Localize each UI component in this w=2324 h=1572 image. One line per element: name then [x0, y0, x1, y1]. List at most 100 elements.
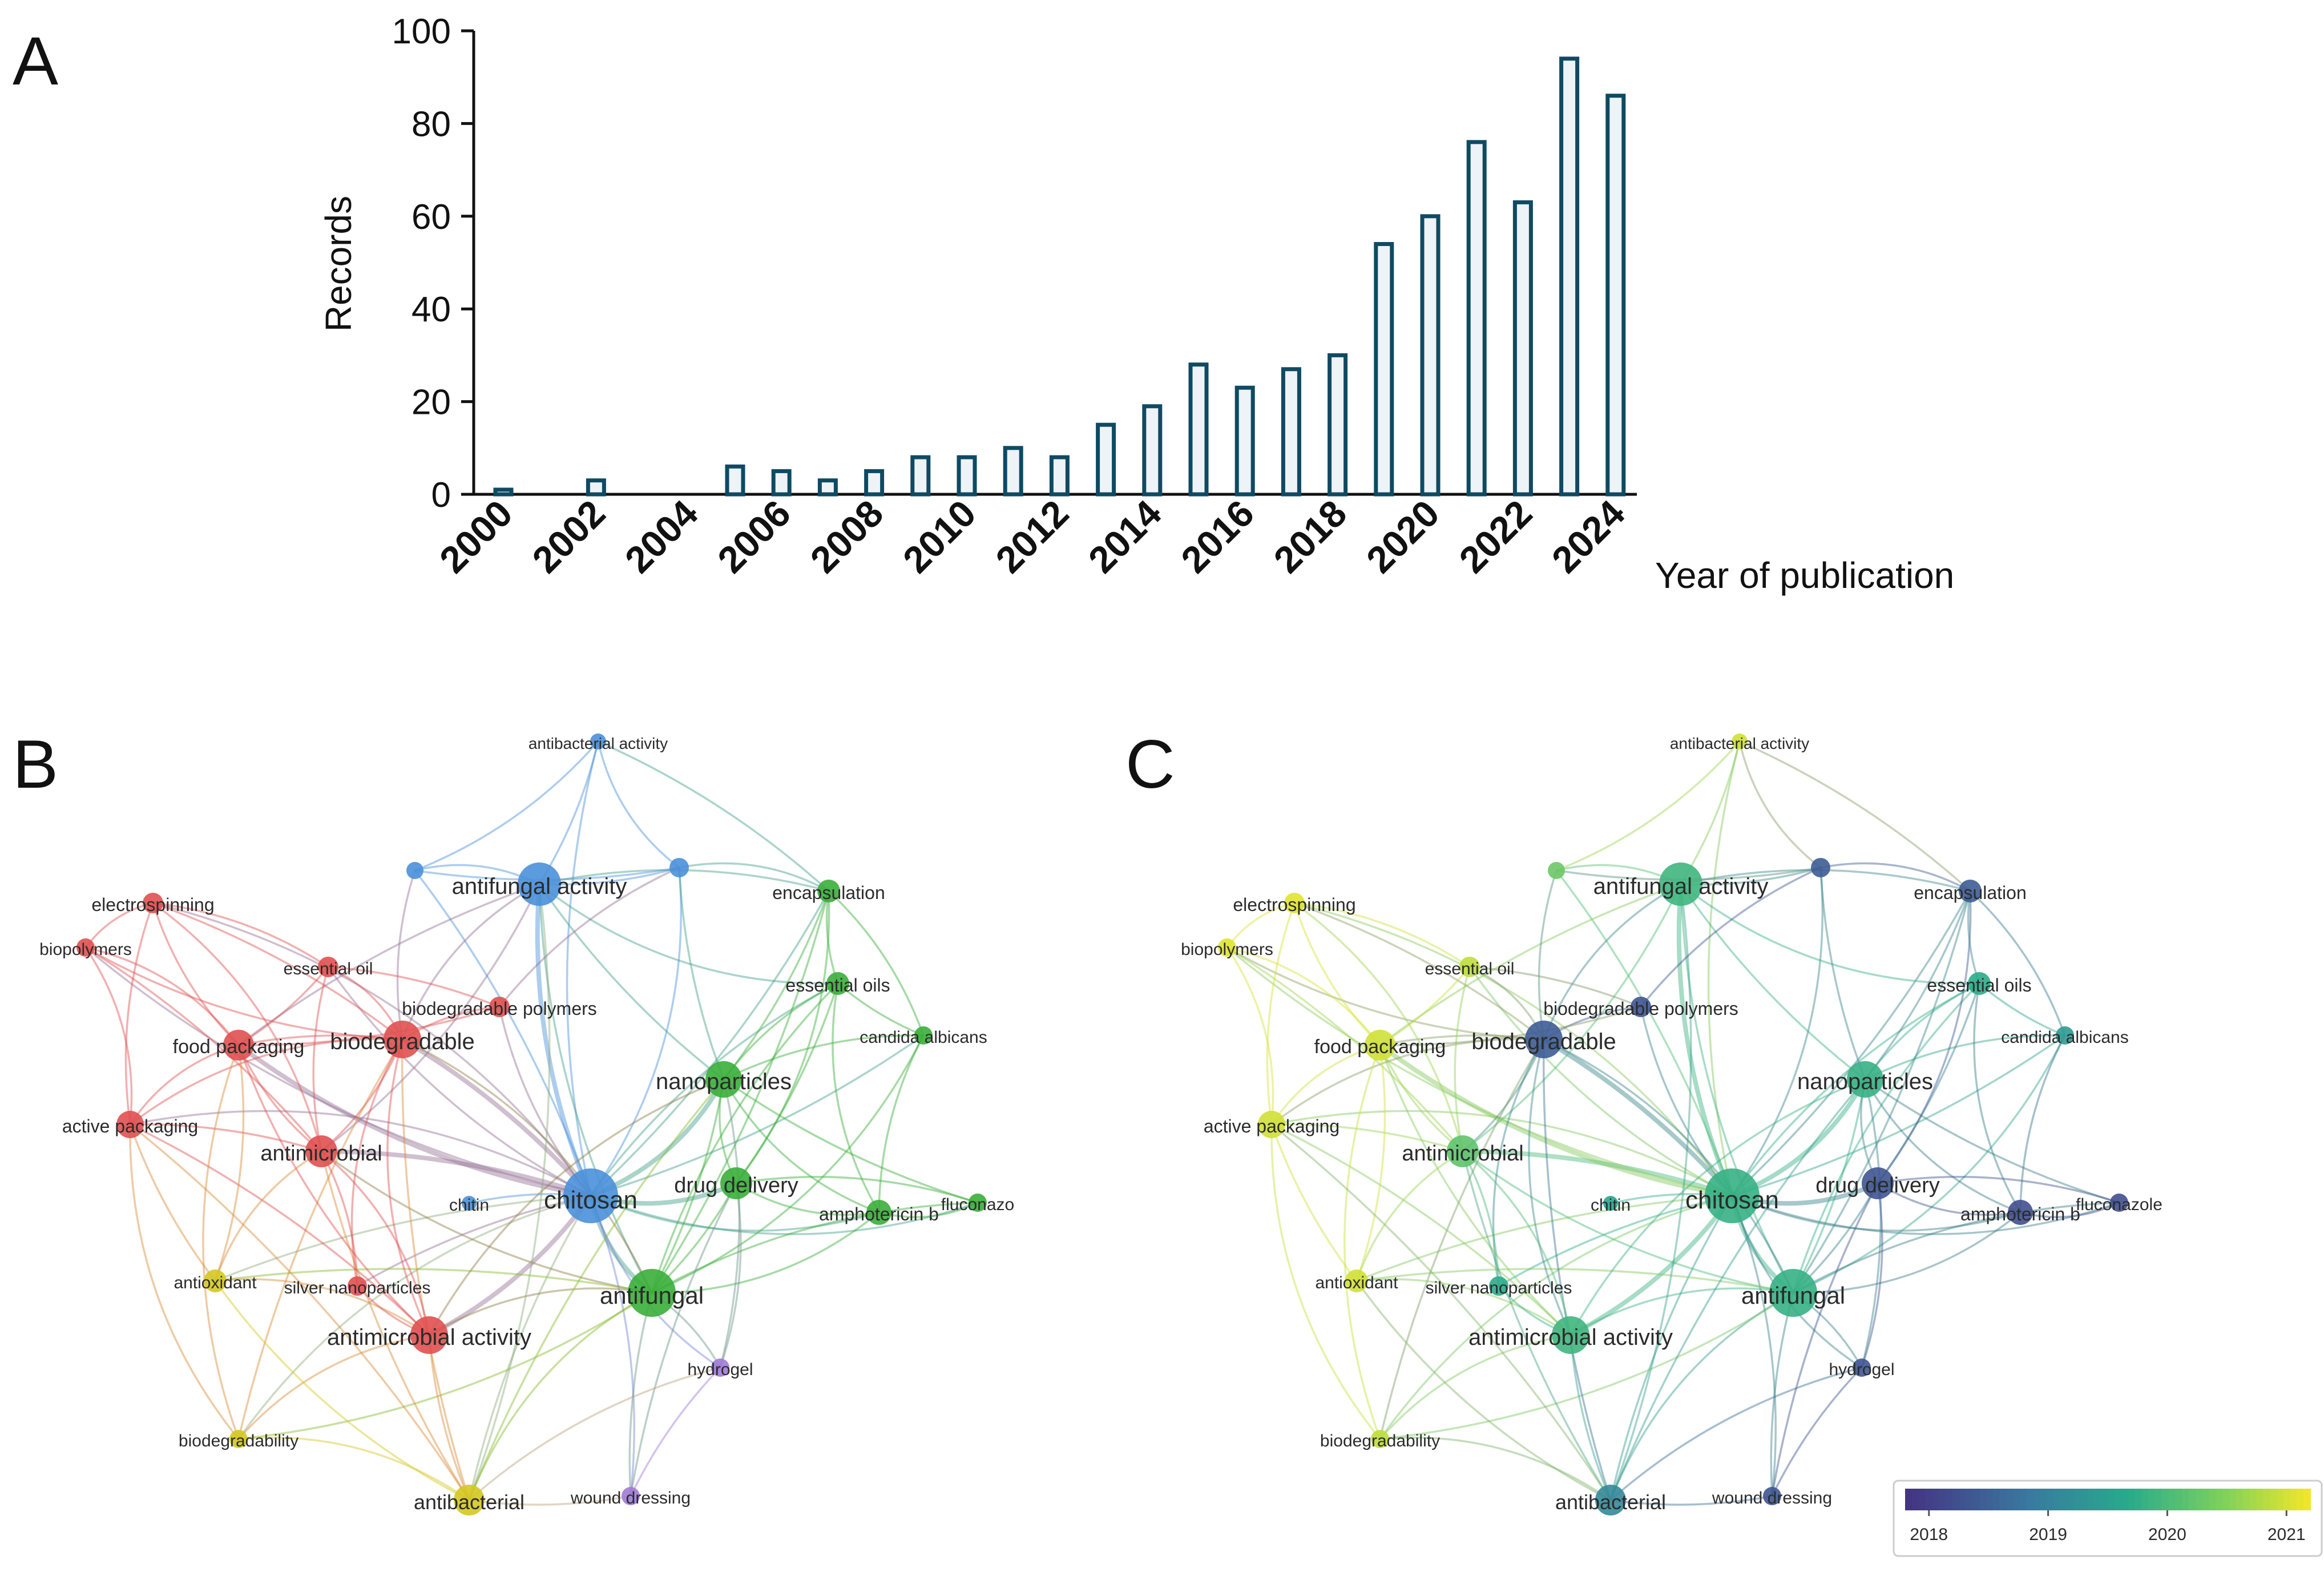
node-label: chitin	[449, 1196, 489, 1215]
node-label: antibacterial activity	[1670, 735, 1809, 752]
node-label: encapsulation	[1914, 882, 2026, 903]
bar-2000	[493, 487, 514, 497]
network-edge	[1542, 1037, 1734, 1198]
panel-letter-a: A	[13, 23, 58, 99]
network-node	[1218, 938, 1236, 957]
network-edge	[401, 1039, 470, 1501]
network-node	[229, 1430, 248, 1448]
bar-2015	[1188, 362, 1209, 497]
network-edge	[630, 1183, 737, 1497]
network-node	[563, 1168, 618, 1223]
network-edge	[832, 983, 880, 1213]
network-edge	[328, 966, 500, 1008]
network-node	[711, 1359, 729, 1377]
colorbar-segment	[1905, 1489, 1913, 1510]
network-edges	[1226, 740, 2120, 1506]
network-node	[223, 1030, 254, 1061]
network-node	[866, 1200, 891, 1225]
network-edge	[1732, 1195, 2120, 1235]
network-edge	[1771, 1367, 1863, 1497]
network-edge	[1640, 1006, 1733, 1197]
network-edge	[129, 1123, 470, 1501]
network-edge	[85, 946, 322, 1152]
network-edge	[598, 740, 830, 892]
year-colorbar: 2018 2019 2020 2021	[1893, 1480, 2323, 1557]
network-node	[2008, 1200, 2033, 1225]
y-tick-label: 0	[431, 475, 451, 515]
network-labels: chitosan antifungal antifungal activity bio…	[39, 735, 1014, 1514]
network-edge	[152, 902, 404, 1041]
node-label: candida albicans	[2001, 1028, 2129, 1047]
bar-2016	[1234, 385, 1255, 497]
network-edge	[152, 902, 329, 968]
network-edge	[1864, 1079, 2021, 1214]
colorbar-segment	[2229, 1489, 2237, 1510]
colorbar-segment	[2195, 1489, 2203, 1510]
colorbar-segment	[2236, 1489, 2244, 1510]
colorbar-segment	[2108, 1489, 2115, 1510]
network-edge	[651, 1079, 725, 1293]
network-node	[1284, 893, 1305, 913]
network-edge	[1570, 1287, 1794, 1336]
network-edge	[735, 890, 830, 1184]
bar-2009	[910, 455, 931, 497]
network-node	[1552, 1316, 1589, 1354]
network-edge	[651, 1035, 925, 1294]
network-edge	[129, 1044, 239, 1125]
bar-2008	[864, 469, 885, 497]
network-edge	[1355, 1280, 1611, 1501]
network-edge	[590, 1195, 635, 1497]
network-node	[1548, 862, 1565, 879]
colorbar-segment	[2141, 1489, 2149, 1510]
network-edge	[1556, 740, 1741, 872]
network-edge	[719, 1079, 741, 1368]
network-edge	[538, 884, 653, 1293]
network-edge	[214, 1150, 322, 1281]
network-edge	[1793, 1211, 2022, 1294]
bar-2017	[1281, 367, 1301, 497]
colorbar-segment	[2303, 1489, 2311, 1510]
network-node	[462, 1196, 477, 1211]
node-label: essential oil	[284, 960, 373, 978]
network-edge	[1270, 1044, 1381, 1125]
colorbar-segment	[2283, 1489, 2291, 1510]
network-node	[1631, 997, 1651, 1017]
network-edge	[386, 1039, 430, 1336]
network-edge	[237, 1334, 430, 1440]
network-edge	[84, 946, 591, 1197]
network-edge	[1569, 1194, 1734, 1337]
network-edge	[1226, 947, 1274, 1125]
node-label: antibacterial activity	[528, 735, 668, 752]
network-node	[1732, 733, 1748, 749]
network-edge	[590, 867, 683, 1197]
network-edge	[630, 1367, 721, 1497]
network-edge	[85, 946, 403, 1041]
colorbar-segment	[2047, 1489, 2055, 1510]
network-edge	[320, 884, 540, 1152]
node-label: antifungal activity	[452, 874, 627, 899]
network-edge	[1707, 741, 1741, 1196]
network-edge	[429, 1287, 652, 1336]
colorbar-segment	[2175, 1489, 2183, 1510]
network-edge	[1294, 902, 1470, 968]
node-label: biodegradability	[1320, 1432, 1440, 1450]
network-edge	[1680, 883, 1980, 985]
node-label: drug delivery	[1815, 1174, 1940, 1198]
node-label: hydrogel	[687, 1360, 753, 1379]
network-edge	[357, 1195, 591, 1287]
colorbar-tick-label: 2021	[2267, 1525, 2306, 1544]
network-node	[1862, 1167, 1894, 1199]
network-edge	[237, 1039, 404, 1440]
colorbar-segment	[2040, 1489, 2048, 1510]
network-edge	[1462, 1150, 1572, 1336]
colorbar-segment	[1999, 1489, 2007, 1510]
network-edge	[1379, 1292, 1794, 1440]
colorbar-segment	[1918, 1489, 1926, 1510]
network-edge	[320, 1150, 430, 1336]
network-labels: chitosan antifungal antifungal activity bio…	[1181, 735, 2162, 1514]
network-node	[1847, 1061, 1883, 1098]
node-label: biodegradable	[330, 1029, 475, 1054]
network-edge	[1462, 1151, 1612, 1501]
network-edge	[1492, 1039, 1545, 1287]
